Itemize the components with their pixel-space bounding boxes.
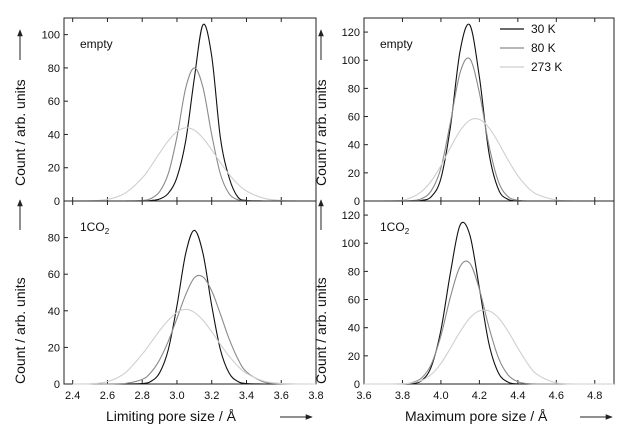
y-tick-label: 80 [348, 266, 360, 278]
y-tick-label: 60 [48, 269, 60, 281]
y-tick-label: 100 [42, 30, 60, 42]
y-tick-label: 40 [348, 140, 360, 152]
x-tick-label: 3.6 [274, 390, 289, 402]
y-tick-label: 100 [342, 238, 360, 250]
series-line-80k [72, 67, 316, 202]
legend-label-273k: 273 K [531, 60, 562, 74]
y-tick-label: 40 [48, 129, 60, 141]
y-tick-label: 0 [54, 196, 60, 208]
x-axis-label-left: Limiting pore size / Å [106, 408, 237, 424]
panel-annotation: 1CO2 [380, 220, 410, 236]
x-tick-label: 3.2 [204, 390, 219, 402]
panel-bottom-right: 0 20 40 60 80 100 120 3.6 3.8 4.0 4.2 4.4 4.6 4.8 1CO2 [342, 200, 615, 402]
series-line-80k [363, 260, 614, 385]
y-axis-label-top-right: Count / arb. units [313, 79, 329, 186]
y-tick-label: 120 [342, 210, 360, 222]
x-tick-label: 3.6 [356, 390, 371, 402]
y-tick-label: 80 [348, 83, 360, 95]
y-tick-label: 80 [48, 63, 60, 75]
y-tick-label: 80 [48, 233, 60, 245]
y-tick-label: 0 [54, 379, 60, 391]
x-tick-label: 2.6 [100, 390, 115, 402]
x-axis-label-left-group: Limiting pore size / Å [106, 408, 313, 424]
panel-annotation: empty [380, 37, 413, 51]
series-line-273k [72, 308, 316, 385]
y-axis-label-bottom-left: Count / arb. units [12, 277, 28, 384]
x-axis-label-right: Maximum pore size / Å [405, 408, 548, 424]
series-line-80k [364, 57, 614, 202]
x-tick-label: 3.4 [239, 390, 254, 402]
legend-label-80k: 80 K [531, 41, 556, 55]
panel-top-right: 0 20 40 60 80 100 120 empty [342, 17, 615, 208]
x-tick-label: 4.2 [472, 390, 487, 402]
x-tick-label: 3.8 [308, 390, 323, 402]
y-tick-label: 0 [354, 196, 360, 208]
panel-annotation-subscript: 2 [105, 227, 110, 236]
series-line-30k [363, 221, 614, 385]
series-line-30k [72, 229, 316, 385]
y-tick-label: 20 [348, 351, 360, 363]
y-axis-label-top-left: Count / arb. units [12, 79, 28, 186]
y-tick-label: 20 [48, 163, 60, 175]
y-tick-label: 120 [342, 27, 360, 39]
plot-frame [63, 200, 317, 385]
x-tick-label: 4.0 [433, 390, 448, 402]
x-tick-label: 3.8 [395, 390, 410, 402]
y-axis-label-bottom-left-group: Count / arb. units [12, 199, 28, 384]
y-tick-label: 0 [354, 379, 360, 391]
y-axis-label-top-left-group: Count / arb. units [12, 29, 28, 186]
series-line-80k [72, 274, 316, 385]
y-axis-label-top-right-group: Count / arb. units [313, 29, 329, 186]
x-tick-label: 4.4 [510, 390, 525, 402]
series-line-273k [363, 309, 614, 385]
x-axis-label-right-group: Maximum pore size / Å [405, 408, 613, 424]
y-tick-label: 20 [348, 168, 360, 180]
y-tick-label: 60 [48, 96, 60, 108]
legend-label-30k: 30 K [531, 22, 556, 36]
x-tick-label: 3.0 [169, 390, 184, 402]
plot-frame [363, 200, 615, 385]
legend: 30 K 80 K 273 K [500, 22, 562, 74]
y-tick-label: 60 [348, 295, 360, 307]
y-tick-label: 60 [348, 112, 360, 124]
panel-annotation: empty [80, 37, 113, 51]
y-tick-label: 20 [48, 342, 60, 354]
series-line-273k [364, 118, 614, 202]
x-tick-label: 4.8 [587, 390, 602, 402]
panel-top-left: 0 20 40 60 80 100 empty [42, 17, 317, 208]
panel-bottom-left: 0 20 40 60 80 2.4 2.6 2.8 3.0 3.2 3.4 3.6 3.8 1CO2 [48, 200, 324, 402]
series-line-273k [72, 127, 316, 202]
panel-annotation-subscript: 2 [405, 227, 410, 236]
y-axis-label-bottom-right: Count / arb. units [313, 277, 329, 384]
y-axis-label-bottom-right-group: Count / arb. units [313, 199, 329, 384]
x-tick-label: 4.6 [549, 390, 564, 402]
panel-annotation: 1CO2 [80, 220, 110, 236]
y-tick-label: 100 [342, 55, 360, 67]
x-tick-label: 2.4 [65, 390, 80, 402]
y-tick-label: 40 [348, 323, 360, 335]
y-tick-label: 40 [48, 306, 60, 318]
x-tick-label: 2.8 [135, 390, 150, 402]
